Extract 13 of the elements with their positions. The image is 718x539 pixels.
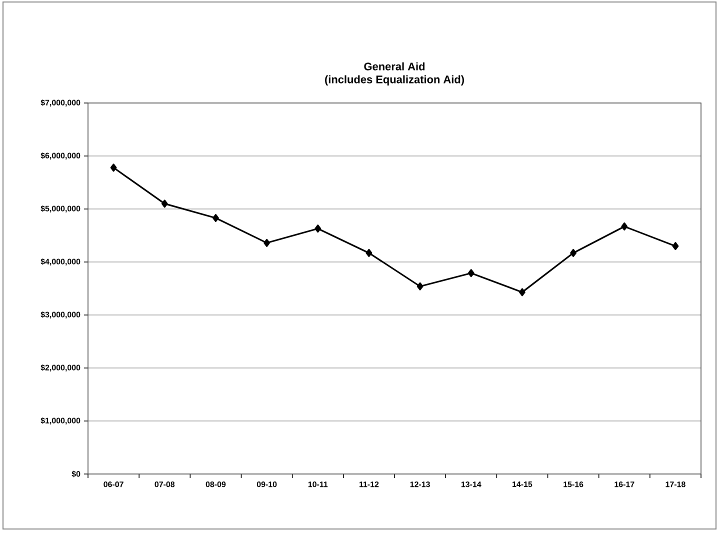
point [110,164,117,172]
point [161,200,168,208]
point [264,238,270,247]
point [366,248,372,257]
point [519,288,526,296]
point [672,242,679,250]
chart-title: General Aid (includes Equalization Aid) [325,62,464,86]
point [570,248,576,257]
point [212,214,219,222]
point [416,282,424,290]
point [314,224,322,233]
point [621,222,628,230]
point [468,269,474,278]
